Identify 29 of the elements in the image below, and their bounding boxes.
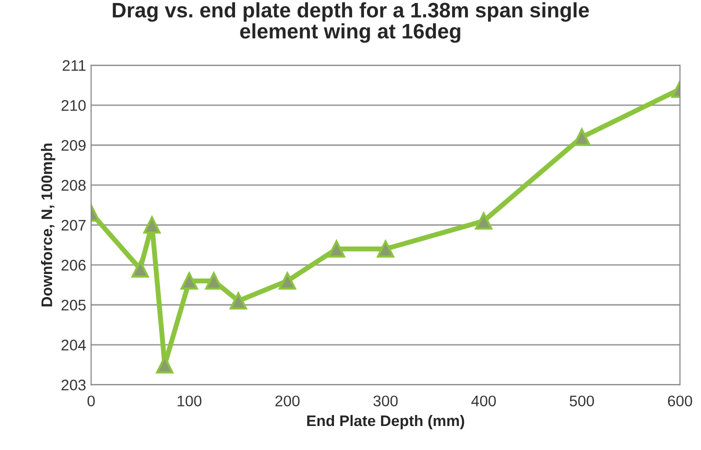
chart-title: Drag vs. end plate depth for a 1.38m span single element wing at 16deg xyxy=(112,2,589,43)
y-tick-label: 207 xyxy=(62,220,86,231)
y-axis-title: Downforce, N, 100mph xyxy=(40,144,56,306)
point xyxy=(328,240,346,258)
x-tick-label: 0 xyxy=(87,396,95,406)
x-tick-label: 400 xyxy=(471,396,496,406)
point xyxy=(132,260,149,278)
point xyxy=(143,216,161,234)
x-tick-label: 100 xyxy=(178,396,202,406)
point xyxy=(205,272,222,290)
x-tick-label: 200 xyxy=(275,396,300,406)
x-tick-label: 500 xyxy=(570,396,594,406)
point xyxy=(376,240,394,258)
y-tick-label: 209 xyxy=(62,140,86,151)
x-tick-label: 600 xyxy=(668,396,692,406)
y-tick-label: 204 xyxy=(62,340,86,350)
x-axis-title: End Plate Depth (mm) xyxy=(307,414,464,430)
y-tick-label: 205 xyxy=(62,300,86,311)
y-tick-label: 208 xyxy=(62,180,86,191)
point xyxy=(475,212,492,230)
y-tick-label: 210 xyxy=(62,100,86,111)
y-tick-label: 203 xyxy=(62,380,86,390)
point xyxy=(573,128,591,146)
point xyxy=(180,272,198,290)
point xyxy=(278,272,296,290)
x-tick-label: 300 xyxy=(373,396,398,406)
y-tick-label: 211 xyxy=(62,60,86,71)
y-tick-label: 206 xyxy=(62,260,86,271)
point xyxy=(230,292,248,310)
